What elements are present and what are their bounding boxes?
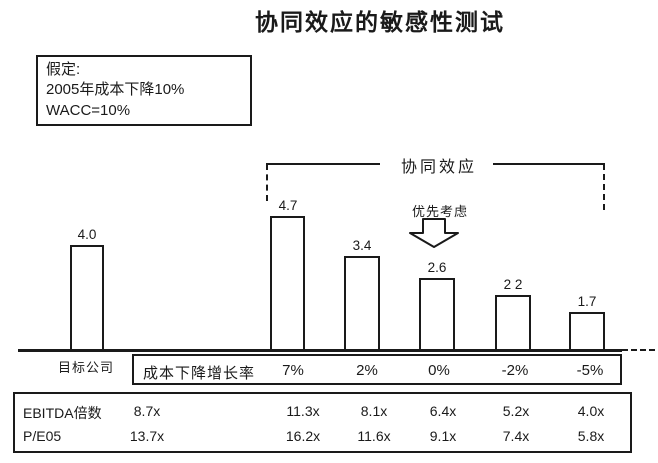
bar-neg2pct (495, 295, 531, 351)
ebitda-cell-2pct: 8.1x (360, 403, 388, 419)
target-company-label: 目标公司 (58, 360, 115, 375)
bar-value-label-neg5pct: 1.7 (577, 294, 597, 309)
bar-value-label-2pct: 3.4 (352, 238, 372, 253)
ebitda-cell-7pct: 11.3x (286, 403, 320, 419)
bracket-line-left (266, 163, 380, 165)
assumption-line-2: 2005年成本下降10% (46, 81, 185, 99)
down-arrow-icon (409, 218, 459, 248)
xaxis-box: 成本下降增长率 7% 2% 0% -2% -5% (132, 354, 622, 385)
bracket-line-right (493, 163, 605, 165)
xaxis-tick-neg5pct: -5% (576, 362, 604, 379)
xaxis-tick-7pct: 7% (282, 362, 304, 379)
bar-value-label-0pct: 2.6 (427, 260, 447, 275)
ebitda-cell-0pct: 6.4x (429, 403, 457, 419)
xaxis-title: 成本下降增长率 (143, 365, 256, 382)
page-title: 协同效应的敏感性测试 (255, 9, 505, 35)
metrics-table: EBITDA倍数 8.7x 11.3x 8.1x 6.4x 5.2x 4.0x … (13, 392, 632, 453)
bar-value-label-7pct: 4.7 (278, 198, 298, 213)
pe05-cell-0pct: 9.1x (429, 428, 457, 444)
bar-value-label-target: 4.0 (77, 227, 97, 242)
ebitda-cell-target: 8.7x (133, 403, 161, 419)
priority-note: 优先考虑 (412, 204, 469, 219)
assumption-line-3: WACC=10% (46, 101, 131, 119)
bracket-label: 协同效应 (401, 159, 478, 176)
xaxis-tick-neg2pct: -2% (501, 362, 529, 379)
pe05-cell-neg5pct: 5.8x (577, 428, 605, 444)
xaxis-tick-0pct: 0% (428, 362, 450, 379)
assumption-box: 假定: 2005年成本下降10% WACC=10% (36, 55, 252, 126)
axis-baseline (18, 349, 622, 352)
table-row-label-ebitda: EBITDA倍数 (23, 405, 102, 421)
bracket-tick-right (603, 164, 605, 210)
bar-value-label-neg2pct: 2 2 (503, 277, 523, 292)
bar-neg5pct (569, 312, 605, 351)
bar-target-company (70, 245, 104, 351)
pe05-cell-target: 13.7x (129, 428, 165, 444)
bar-7pct (270, 216, 305, 351)
assumption-line-1: 假定: (46, 61, 81, 78)
pe05-cell-neg2pct: 7.4x (502, 428, 530, 444)
bar-0pct (419, 278, 455, 351)
pe05-cell-2pct: 11.6x (357, 428, 391, 444)
bar-2pct (344, 256, 380, 351)
xaxis-tick-2pct: 2% (356, 362, 378, 379)
pe05-cell-7pct: 16.2x (285, 428, 321, 444)
table-row-label-pe05: P/E05 (23, 428, 62, 444)
ebitda-cell-neg2pct: 5.2x (502, 403, 530, 419)
bracket-tick-left (266, 164, 268, 201)
axis-baseline-dash (622, 349, 655, 351)
ebitda-cell-neg5pct: 4.0x (577, 403, 605, 419)
